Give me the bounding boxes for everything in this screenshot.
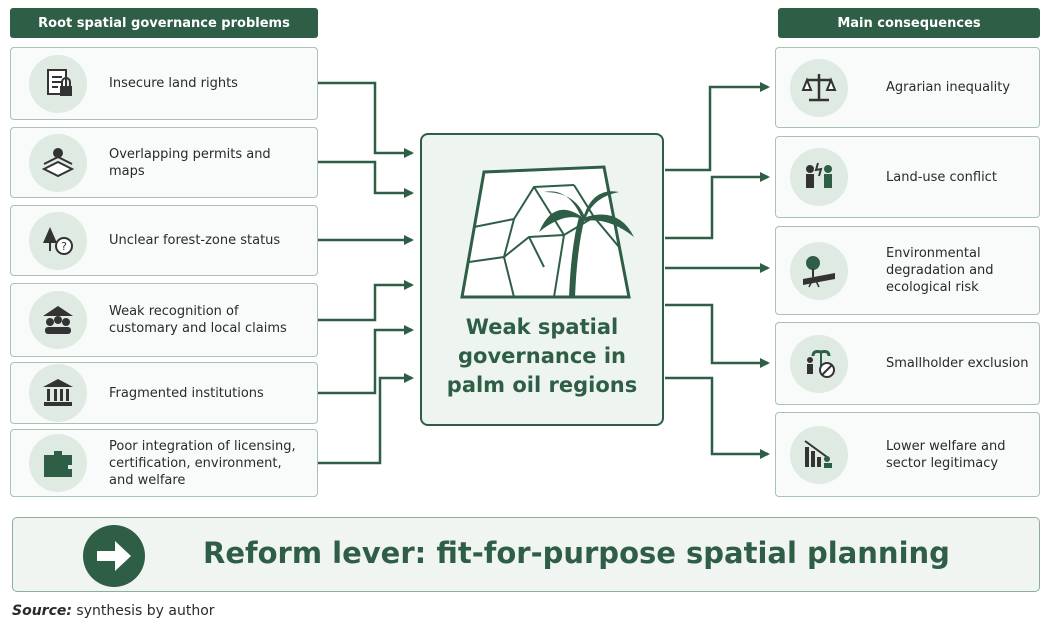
icon [790,334,848,393]
icon-glyph [801,73,837,101]
arrow [665,172,770,240]
right-header: Main consequences [778,8,1040,38]
icon: ? [29,211,87,270]
icon-glyph [41,147,75,177]
consequence-box: Lower welfare and sector legitimacy [775,412,1040,497]
problem-box: Weak recognition of customary and local … [10,283,318,357]
svg-text:?: ? [61,240,67,253]
icon-glyph: ? [43,226,73,255]
center-illustration [460,165,634,299]
arrow [318,325,414,395]
problem-label: Insecure land rights [109,76,238,91]
reform-banner: Reform lever: fit-for-purpose spatial pl… [12,517,1040,592]
consequence-box: Land-use conflict [775,136,1040,218]
consequence-label: Agrarian inequality [886,80,1011,95]
reform-label: Reform lever: fit-for-purpose spatial pl… [203,536,950,570]
consequence-label: Smallholder exclusion [886,356,1029,371]
icon-glyph [43,306,73,334]
consequence-label: Lower welfare and sector legitimacy [886,438,1006,471]
icon-glyph [807,349,835,378]
icon-glyph [47,68,72,96]
icon [29,133,87,192]
problem-label: Fragmented institutions [109,385,264,401]
icon [790,241,848,300]
reform-icon [83,525,145,587]
arrow [318,373,414,465]
source-line: Source: synthesis by author [12,603,215,619]
icon [790,425,848,484]
problem-label: Unclear forest-zone status [109,233,281,248]
problem-box: ? Unclear forest-zone status [10,205,318,276]
arrow [665,303,770,368]
icon-glyph [806,162,832,188]
icon-glyph [803,255,835,287]
consequence-box: Agrarian inequality [775,47,1040,128]
problem-box: Fragmented institutions [10,362,318,424]
icon [29,434,87,492]
left-header: Root spatial governance problems [10,8,318,38]
problem-box: Overlapping permits and maps [10,127,318,198]
icon [790,58,848,117]
center-label: Weak spatial governance in palm oil regi… [446,315,638,397]
icon [29,364,87,422]
arrow [318,81,414,158]
problem-box: Insecure land rights [10,47,318,120]
icon [29,54,87,113]
source-text: synthesis by author [76,603,215,619]
consequence-box: Environmental degradation and ecological… [775,226,1040,315]
center-box: Weak spatial governance in palm oil regi… [420,133,664,426]
arrow [665,82,770,172]
problem-box: Poor integration of licensing, certifica… [10,429,318,497]
icon-glyph [804,439,832,468]
problem-label: Poor integration of licensing, certifica… [109,438,296,488]
consequence-label: Land-use conflict [886,169,997,185]
icon-glyph [43,379,73,406]
arrow [318,160,414,198]
source-label: Source: [12,603,72,619]
problem-label: Weak recognition of customary and local … [109,304,287,336]
problem-label: Overlapping permits and maps [109,146,271,179]
arrow [318,280,414,322]
arrow [665,376,770,459]
consequence-label: Environmental degradation and ecological… [886,246,994,295]
icon [29,291,87,349]
consequence-box: Smallholder exclusion [775,322,1040,405]
icon [790,148,848,206]
icon-glyph [44,451,72,477]
